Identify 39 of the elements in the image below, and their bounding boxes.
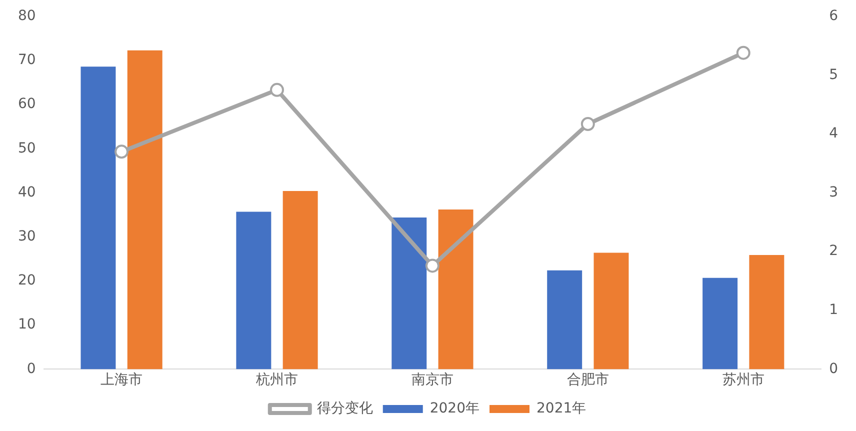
bar	[594, 252, 629, 370]
y-tick-label: 10	[18, 316, 36, 333]
x-tick-label: 杭州市	[255, 372, 298, 388]
bar	[702, 278, 738, 370]
y-tick-label: 20	[18, 272, 36, 289]
legend-label: 2020年	[430, 400, 480, 417]
x-tick-label: 合肥市	[566, 372, 609, 388]
y-tick-label: 80	[18, 8, 36, 24]
bar	[127, 50, 162, 370]
y-tick-label: 70	[18, 52, 36, 68]
bar	[438, 210, 474, 370]
y2-tick-label: 5	[829, 66, 838, 83]
x-tick-label: 苏州市	[722, 372, 764, 388]
point	[114, 144, 129, 159]
point	[580, 117, 595, 132]
y-tick-label: 60	[18, 96, 36, 112]
bar	[80, 66, 116, 370]
point	[270, 82, 284, 97]
legend-label: 2021年	[536, 400, 586, 417]
bar	[392, 217, 427, 370]
y2-tick-label: 4	[829, 126, 838, 142]
legend-label: 得分变化	[316, 400, 373, 417]
y2-tick-label: 0	[829, 360, 838, 377]
y-tick-label: 40	[18, 184, 36, 200]
y-tick-label: 30	[18, 228, 36, 245]
y-tick-label: 0	[26, 360, 36, 377]
y-tick-label: 50	[18, 140, 36, 156]
x-tick-label: 南京市	[411, 372, 454, 388]
bar	[236, 212, 272, 370]
y2-tick-label: 1	[829, 302, 838, 318]
point	[425, 258, 440, 273]
point	[736, 46, 750, 60]
x-tick-label: 上海市	[100, 372, 143, 388]
y2-tick-label: 6	[829, 8, 838, 24]
y2-tick-label: 2	[829, 243, 838, 260]
bar	[749, 254, 784, 370]
bar	[547, 270, 582, 370]
y2-tick-label: 3	[829, 184, 838, 200]
bar	[282, 191, 318, 370]
